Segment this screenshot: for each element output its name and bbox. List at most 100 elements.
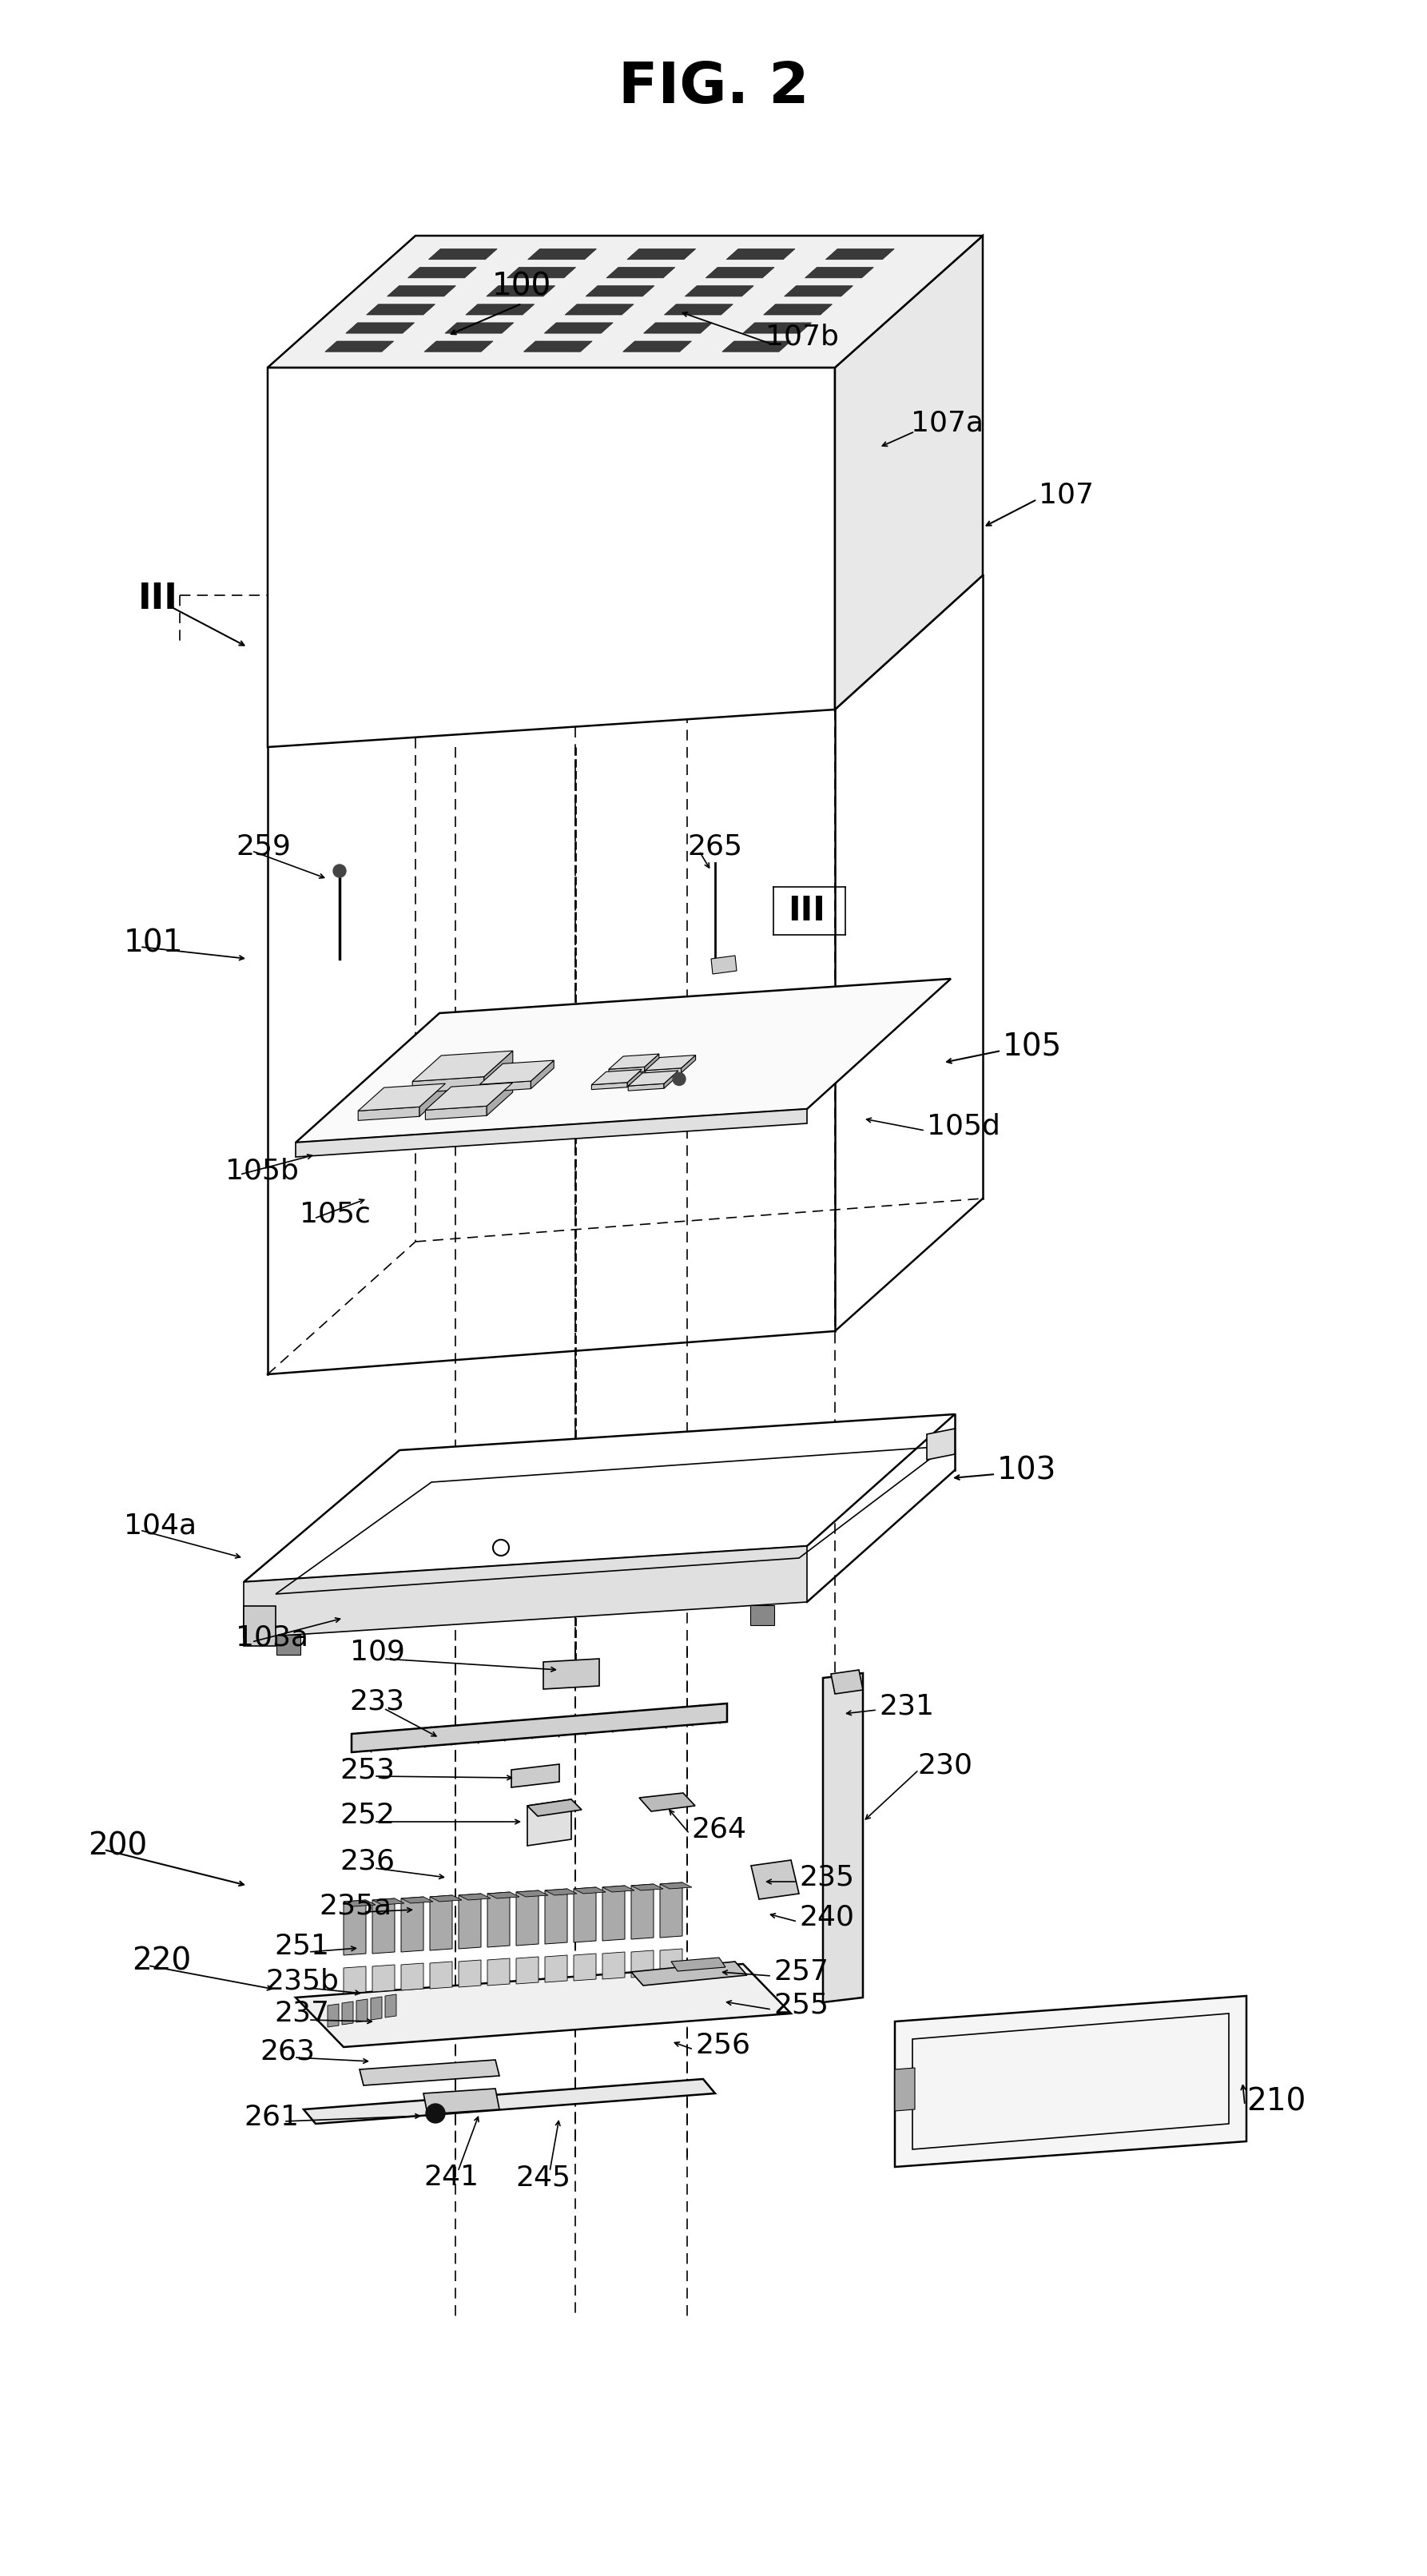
Polygon shape (574, 1888, 596, 1942)
Polygon shape (626, 250, 696, 260)
Polygon shape (351, 1703, 728, 1752)
Text: 237: 237 (274, 1999, 330, 2027)
Text: 105b: 105b (225, 1157, 298, 1185)
Polygon shape (711, 956, 736, 974)
Polygon shape (425, 1105, 487, 1121)
Polygon shape (609, 1054, 659, 1069)
Polygon shape (531, 1061, 554, 1090)
Polygon shape (401, 1896, 432, 1904)
Polygon shape (574, 1888, 605, 1893)
Polygon shape (528, 250, 596, 260)
Polygon shape (372, 1899, 404, 1904)
Polygon shape (445, 322, 514, 332)
Text: 105d: 105d (926, 1113, 1000, 1141)
Polygon shape (659, 1883, 682, 1937)
Polygon shape (681, 1056, 695, 1072)
Circle shape (332, 866, 345, 878)
Polygon shape (517, 1891, 548, 1896)
Polygon shape (659, 1883, 692, 1888)
Polygon shape (751, 1605, 773, 1625)
Polygon shape (645, 1069, 681, 1074)
Text: 103: 103 (997, 1455, 1056, 1486)
Text: III: III (138, 582, 178, 616)
Polygon shape (835, 237, 983, 708)
Polygon shape (371, 1996, 382, 2020)
Polygon shape (628, 1069, 642, 1087)
Polygon shape (895, 1996, 1246, 2166)
Text: 241: 241 (424, 2164, 479, 2190)
Polygon shape (574, 1953, 596, 1981)
Polygon shape (488, 1958, 509, 1986)
Polygon shape (484, 1051, 512, 1087)
Polygon shape (743, 322, 812, 332)
Polygon shape (585, 286, 655, 296)
Polygon shape (644, 322, 712, 332)
Polygon shape (517, 1958, 538, 1984)
Polygon shape (344, 1965, 365, 1994)
Polygon shape (524, 340, 592, 353)
Polygon shape (295, 1963, 791, 2048)
Polygon shape (645, 1054, 659, 1072)
Polygon shape (544, 322, 614, 332)
Polygon shape (430, 1896, 462, 1901)
Text: III: III (788, 894, 826, 927)
Text: 259: 259 (235, 835, 291, 860)
Polygon shape (706, 268, 775, 278)
Text: 220: 220 (131, 1947, 191, 1976)
Polygon shape (428, 250, 497, 260)
Polygon shape (458, 1893, 491, 1901)
Polygon shape (517, 1891, 538, 1945)
Polygon shape (659, 1950, 682, 1976)
Text: 100: 100 (492, 270, 551, 301)
Polygon shape (372, 1899, 395, 1953)
Text: 235b: 235b (265, 1968, 338, 1996)
Text: 109: 109 (350, 1638, 405, 1667)
Polygon shape (412, 1077, 484, 1092)
Polygon shape (430, 1960, 452, 1989)
Polygon shape (602, 1886, 625, 1940)
Polygon shape (831, 1669, 863, 1695)
Polygon shape (345, 322, 414, 332)
Polygon shape (805, 268, 873, 278)
Text: 251: 251 (274, 1932, 330, 1960)
Polygon shape (488, 1891, 519, 1899)
Polygon shape (244, 1605, 275, 1646)
Text: 265: 265 (688, 835, 742, 860)
Text: 256: 256 (695, 2032, 751, 2058)
Polygon shape (826, 250, 895, 260)
Polygon shape (624, 340, 692, 353)
Polygon shape (358, 1108, 420, 1121)
Polygon shape (528, 1801, 582, 1816)
Text: 235: 235 (799, 1865, 855, 1891)
Polygon shape (545, 1888, 568, 1945)
Polygon shape (479, 1082, 531, 1092)
Text: 255: 255 (773, 1991, 829, 2020)
Polygon shape (631, 1950, 654, 1978)
Polygon shape (479, 1061, 554, 1084)
Polygon shape (488, 1891, 509, 1947)
Polygon shape (344, 1901, 375, 1906)
Text: 233: 233 (350, 1687, 405, 1716)
Polygon shape (602, 1886, 635, 1891)
Text: 264: 264 (691, 1816, 746, 1844)
Polygon shape (602, 1953, 625, 1978)
Text: 104a: 104a (124, 1512, 197, 1540)
Polygon shape (565, 304, 634, 314)
Circle shape (425, 2105, 445, 2123)
Polygon shape (328, 2004, 338, 2027)
Polygon shape (722, 340, 791, 353)
Polygon shape (609, 1066, 645, 1074)
Polygon shape (631, 1883, 654, 1940)
Text: 231: 231 (879, 1692, 935, 1718)
Text: 103a: 103a (235, 1625, 308, 1651)
Polygon shape (458, 1893, 481, 1950)
Polygon shape (344, 1901, 365, 1955)
Polygon shape (685, 286, 753, 296)
Polygon shape (424, 340, 492, 353)
Text: 107b: 107b (765, 325, 839, 350)
Text: 107a: 107a (910, 410, 983, 438)
Polygon shape (244, 1546, 808, 1638)
Polygon shape (358, 1084, 445, 1110)
Polygon shape (544, 1659, 599, 1690)
Polygon shape (424, 2089, 499, 2115)
